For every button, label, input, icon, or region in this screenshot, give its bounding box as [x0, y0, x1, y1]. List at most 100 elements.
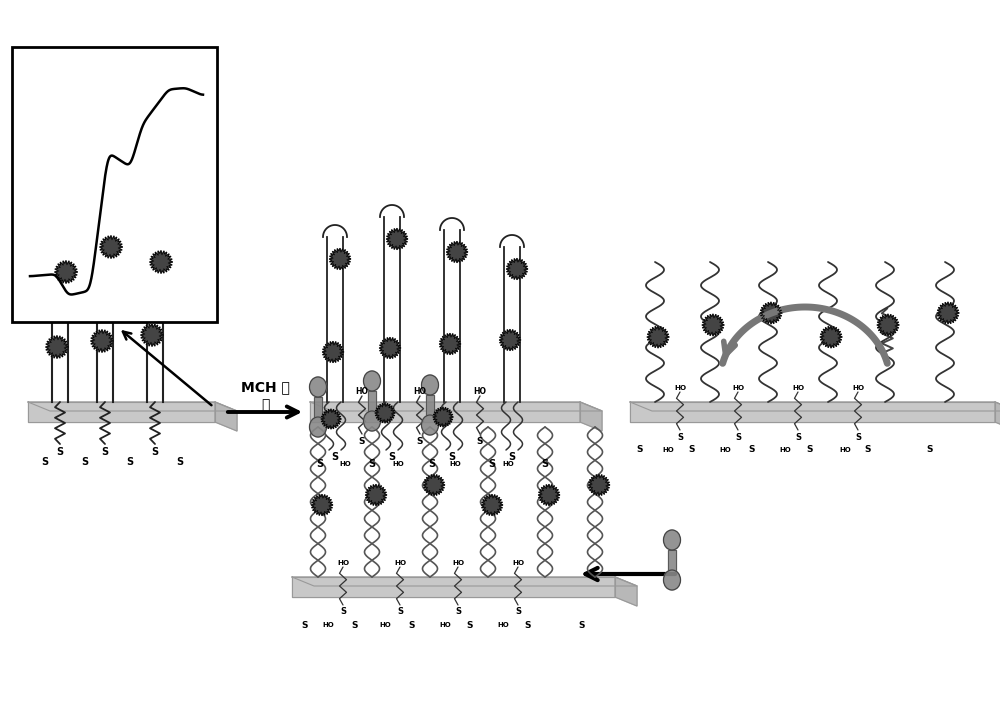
Text: S: S [151, 447, 159, 457]
Text: HO: HO [497, 622, 509, 628]
Text: S: S [340, 607, 346, 617]
Polygon shape [423, 474, 445, 496]
Text: HO: HO [414, 387, 426, 397]
Text: HO: HO [839, 447, 851, 453]
Text: S: S [579, 620, 585, 629]
Ellipse shape [422, 375, 438, 395]
Text: S: S [352, 620, 358, 629]
Polygon shape [310, 402, 580, 422]
Polygon shape [28, 402, 215, 422]
Text: S: S [126, 457, 134, 467]
Polygon shape [386, 229, 408, 250]
Text: S: S [368, 459, 376, 469]
Polygon shape [588, 474, 610, 496]
Text: S: S [428, 459, 436, 469]
Text: HO: HO [356, 387, 368, 397]
Text: S: S [541, 459, 549, 469]
Polygon shape [292, 577, 637, 586]
Text: HO: HO [852, 385, 864, 391]
Bar [12, 47, 217, 322]
Text: S: S [41, 457, 49, 467]
Text: S: S [735, 432, 741, 441]
Polygon shape [314, 397, 322, 417]
Text: 堵: 堵 [261, 398, 269, 412]
Text: HO: HO [512, 560, 524, 566]
Polygon shape [668, 550, 676, 570]
Polygon shape [368, 391, 376, 411]
Polygon shape [100, 236, 122, 258]
Text: S: S [749, 446, 755, 454]
Polygon shape [702, 314, 724, 336]
Text: HO: HO [439, 622, 451, 628]
Text: S: S [331, 452, 339, 462]
Polygon shape [446, 241, 468, 263]
Polygon shape [292, 577, 615, 597]
Polygon shape [499, 329, 521, 351]
Polygon shape [321, 409, 341, 429]
Polygon shape [647, 326, 669, 348]
Polygon shape [433, 407, 453, 427]
Polygon shape [311, 494, 333, 515]
Text: S: S [525, 620, 531, 629]
Polygon shape [28, 402, 237, 411]
Polygon shape [937, 302, 959, 324]
Polygon shape [995, 402, 1000, 431]
Text: S: S [409, 620, 415, 629]
Text: S: S [637, 446, 643, 454]
Text: HO: HO [719, 447, 731, 453]
Text: S: S [927, 446, 933, 454]
Polygon shape [329, 248, 351, 270]
Polygon shape [760, 302, 782, 324]
Polygon shape [580, 402, 602, 431]
Polygon shape [538, 484, 560, 506]
Polygon shape [630, 402, 1000, 411]
Text: S: S [677, 432, 683, 441]
Polygon shape [439, 333, 461, 355]
Text: HO: HO [732, 385, 744, 391]
Ellipse shape [664, 530, 680, 550]
Polygon shape [141, 323, 163, 347]
Text: HO: HO [502, 461, 514, 467]
Ellipse shape [664, 570, 680, 590]
Text: HO: HO [779, 447, 791, 453]
Text: HO: HO [322, 622, 334, 628]
Ellipse shape [422, 415, 438, 435]
Ellipse shape [310, 417, 326, 437]
Text: HO: HO [674, 385, 686, 391]
Polygon shape [322, 341, 344, 363]
Text: S: S [795, 432, 801, 441]
Polygon shape [91, 330, 113, 352]
Polygon shape [481, 494, 503, 515]
Text: S: S [865, 446, 871, 454]
Text: S: S [448, 452, 456, 462]
Text: S: S [855, 432, 861, 441]
Text: S: S [807, 446, 813, 454]
Text: S: S [515, 607, 521, 617]
Polygon shape [365, 484, 387, 506]
Text: HO: HO [339, 461, 351, 467]
Text: S: S [467, 620, 473, 629]
Polygon shape [150, 251, 172, 273]
Polygon shape [615, 577, 637, 606]
Text: MCH 封: MCH 封 [241, 380, 289, 394]
Text: S: S [508, 452, 516, 462]
Text: S: S [56, 447, 64, 457]
Polygon shape [630, 402, 995, 422]
Text: S: S [455, 607, 461, 617]
Text: S: S [101, 447, 109, 457]
Text: S: S [176, 457, 184, 467]
Polygon shape [820, 326, 842, 348]
Polygon shape [379, 337, 401, 359]
Text: S: S [417, 437, 423, 446]
Text: HO: HO [662, 447, 674, 453]
Text: HO: HO [392, 461, 404, 467]
Text: HO: HO [337, 560, 349, 566]
Ellipse shape [364, 411, 380, 431]
Text: S: S [397, 607, 403, 617]
Polygon shape [55, 261, 77, 283]
Text: HO: HO [452, 560, 464, 566]
Text: HO: HO [792, 385, 804, 391]
Polygon shape [215, 402, 237, 431]
Text: S: S [359, 437, 365, 446]
Polygon shape [310, 402, 602, 411]
